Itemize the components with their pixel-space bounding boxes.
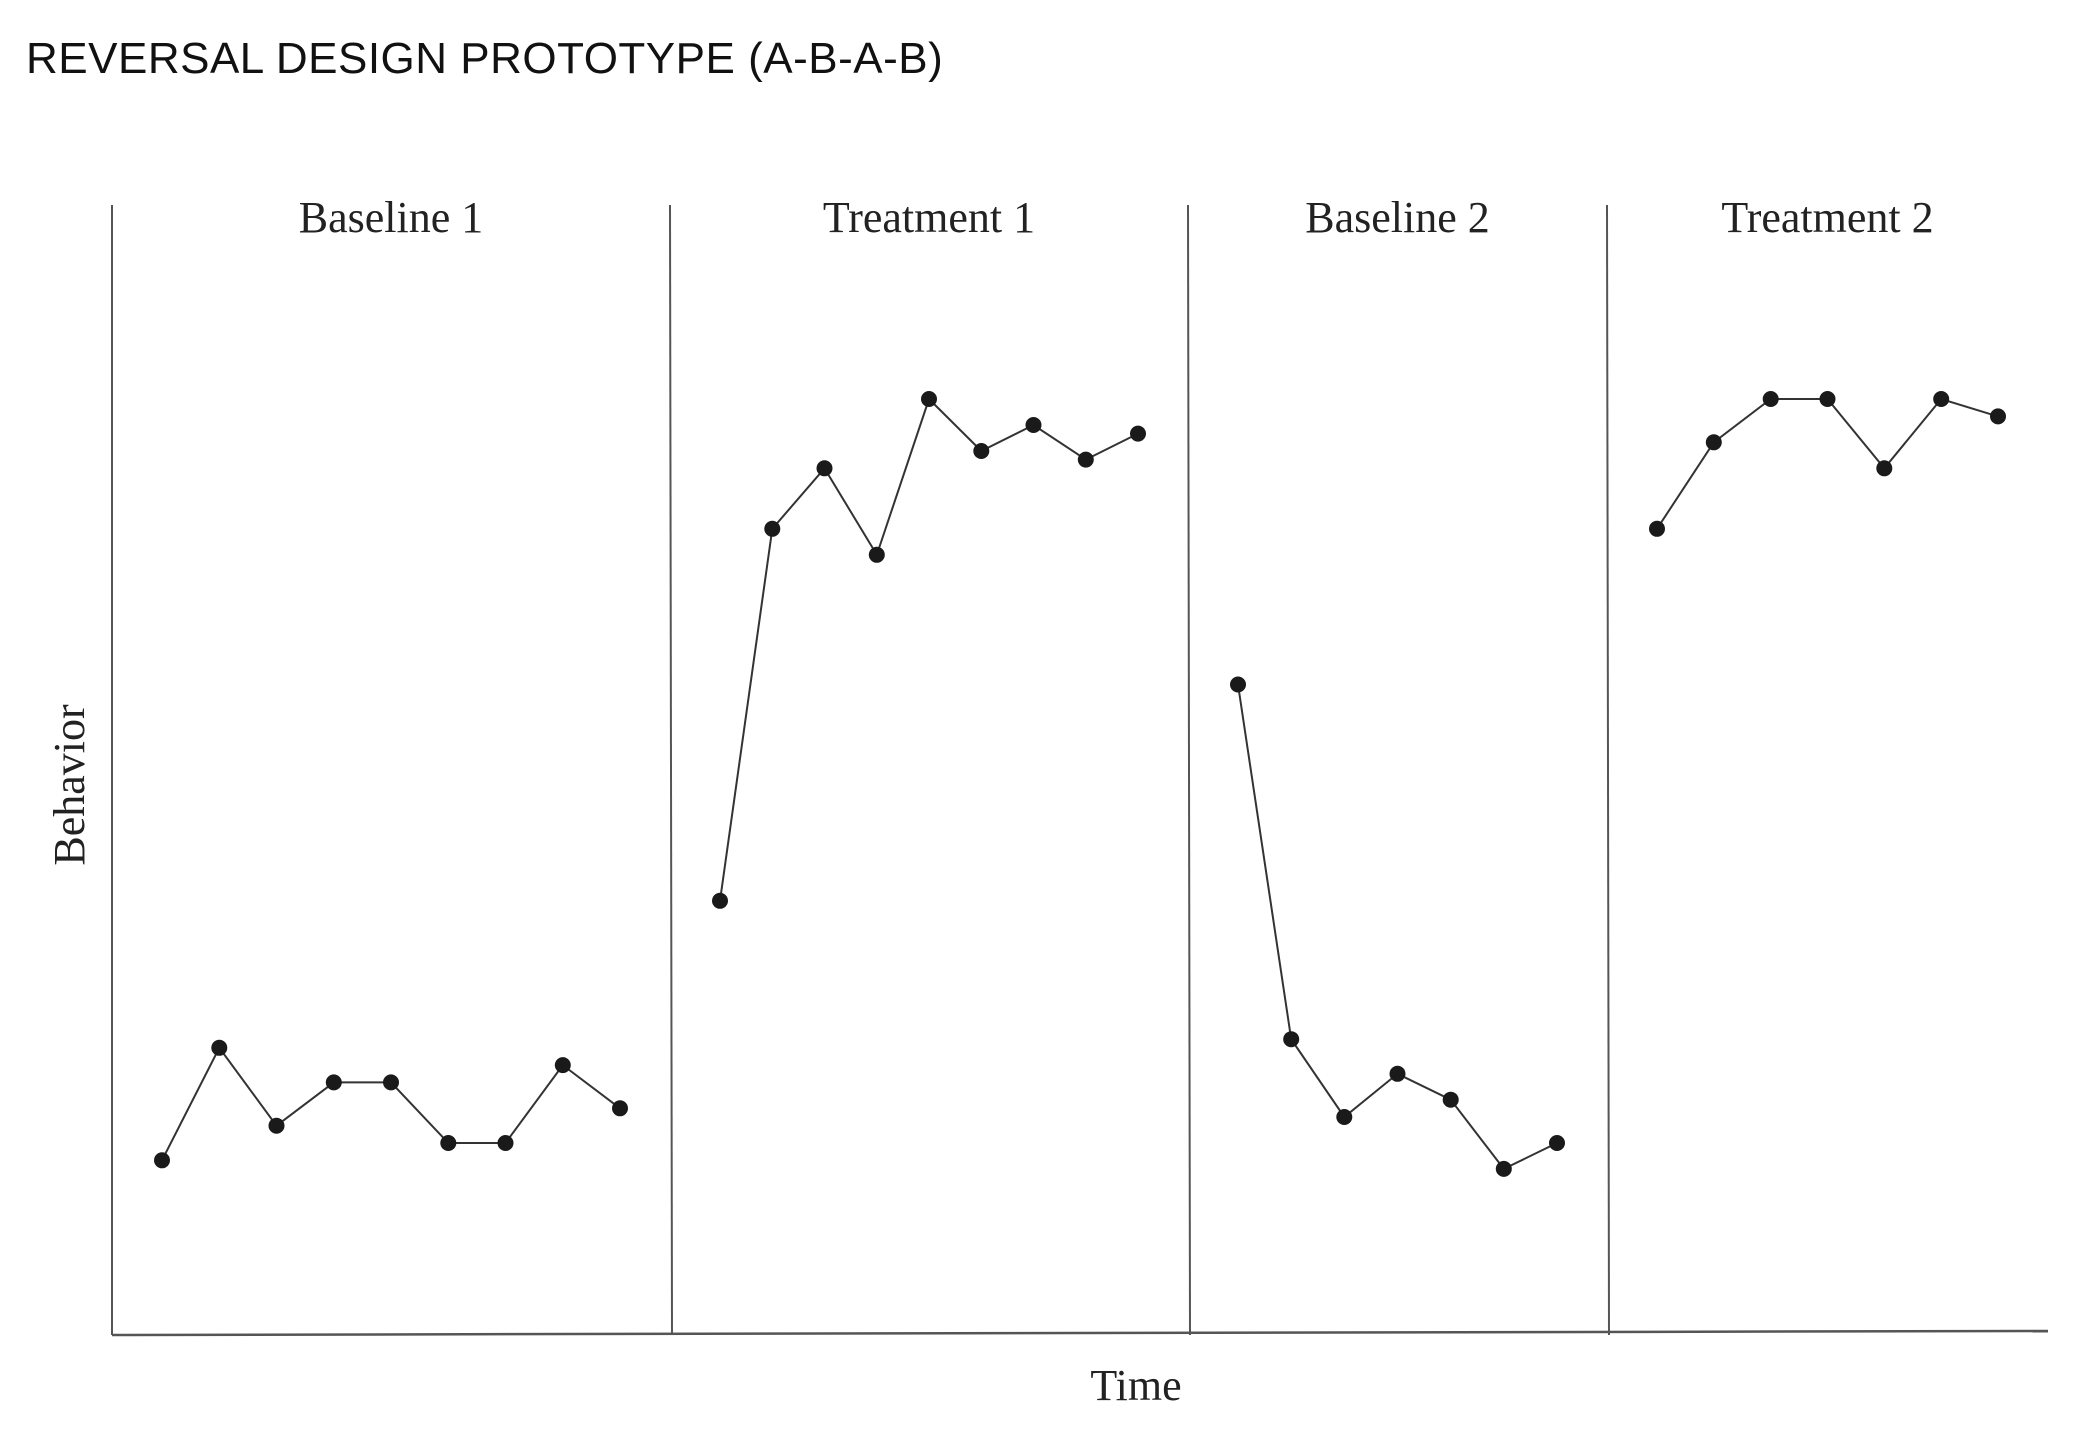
- x-axis-label: Time: [1090, 1361, 1181, 1410]
- data-point: [1819, 391, 1836, 407]
- data-point: [554, 1057, 571, 1074]
- data-series: [154, 391, 2006, 1177]
- data-point: [764, 520, 781, 537]
- data-point: [211, 1039, 228, 1056]
- series-line-phase-3: [1237, 684, 1558, 1171]
- phase-divider-2: [1187, 204, 1191, 1336]
- data-point: [712, 892, 728, 909]
- data-point: [612, 1100, 628, 1117]
- data-point: [868, 546, 885, 563]
- data-point: [973, 443, 990, 459]
- data-point: [1336, 1109, 1353, 1125]
- data-point: [1933, 391, 1950, 407]
- phase-labels: Baseline 1 Treatment 1 Baseline 2 Treatment…: [299, 193, 1934, 242]
- phase-divider-1: [669, 204, 673, 1336]
- data-point: [1495, 1160, 1512, 1177]
- phase-label-1: Baseline 1: [299, 193, 484, 242]
- data-point: [325, 1074, 342, 1091]
- data-point: [1130, 425, 1146, 442]
- data-point: [1025, 417, 1042, 433]
- series-line-phase-2: [719, 397, 1139, 901]
- data-point: [921, 391, 937, 407]
- data-point: [1762, 391, 1779, 407]
- phase-label-2: Treatment 1: [823, 193, 1035, 242]
- data-point: [1876, 460, 1893, 477]
- series-line-phase-4: [1656, 397, 1999, 530]
- data-point: [1230, 676, 1246, 693]
- data-point: [268, 1117, 285, 1134]
- series-line-phase-1: [161, 1045, 621, 1161]
- data-point: [383, 1074, 399, 1091]
- data-point: [1283, 1031, 1300, 1048]
- x-axis-line: [111, 1329, 2049, 1337]
- data-point: [1990, 408, 2006, 425]
- data-point: [816, 460, 833, 477]
- data-point: [497, 1135, 514, 1151]
- data-point: [1389, 1065, 1406, 1082]
- data-point: [1705, 434, 1722, 451]
- page-title: REVERSAL DESIGN PROTOTYPE (A-B-A-B): [26, 34, 944, 83]
- phase-label-3: Baseline 2: [1305, 193, 1490, 242]
- phase-dividers: [669, 204, 1610, 1336]
- axes: [111, 205, 2049, 1337]
- data-point: [440, 1135, 457, 1151]
- data-point: [1077, 451, 1094, 468]
- data-point: [1649, 520, 1665, 537]
- data-point: [154, 1152, 170, 1169]
- data-point: [1549, 1135, 1565, 1151]
- data-point: [1442, 1091, 1459, 1108]
- phase-divider-3: [1606, 204, 1610, 1336]
- y-axis-label: Behavior: [45, 704, 94, 866]
- phase-label-4: Treatment 2: [1721, 193, 1933, 242]
